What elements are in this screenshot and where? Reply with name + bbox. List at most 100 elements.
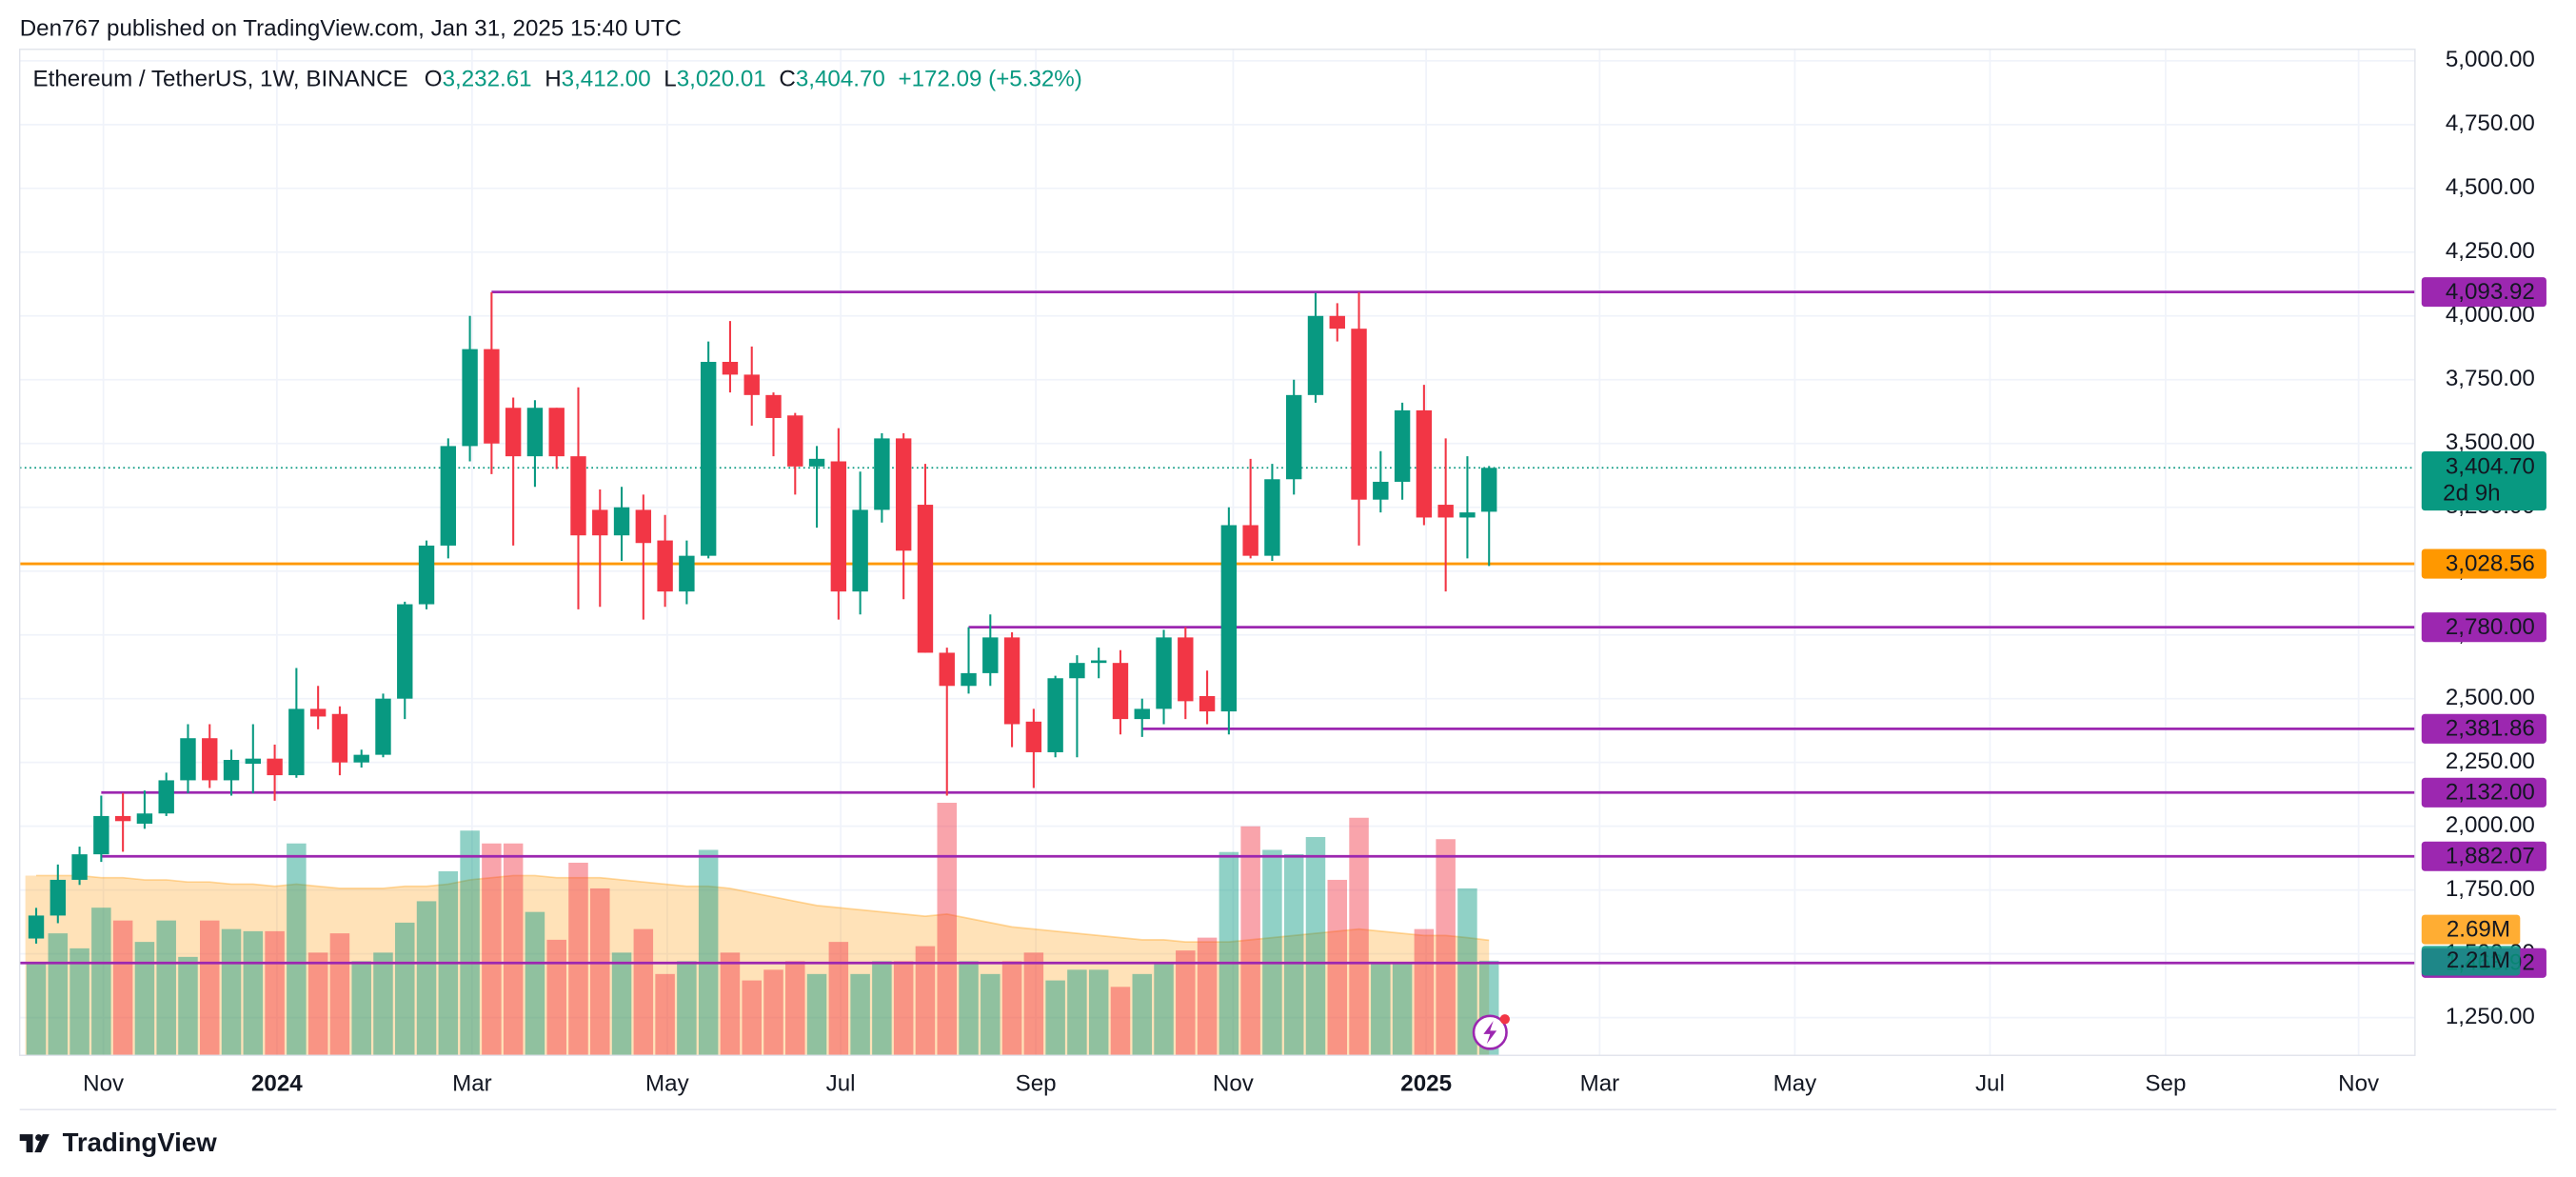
volume-bar — [1197, 937, 1218, 1056]
candle-body — [397, 604, 413, 699]
volume-bar — [937, 803, 957, 1056]
candle-body — [1286, 394, 1302, 480]
legend-change: +172.09 (+5.32%) — [898, 67, 1081, 92]
candle-body — [1134, 708, 1150, 720]
legend: Ethereum / TetherUS, 1W, BINANCE O3,232.… — [33, 67, 1082, 92]
candle-body — [1112, 663, 1129, 720]
volume-bar — [329, 933, 350, 1056]
countdown-label: 2d 9h — [2443, 480, 2500, 506]
candle-body — [939, 652, 955, 687]
volume-bar — [698, 849, 719, 1056]
axes: 1,250.001,500.001,750.002,000.002,250.00… — [83, 47, 2546, 1097]
volume-bar — [677, 961, 697, 1056]
volume-bar — [287, 843, 307, 1056]
candle-body — [679, 555, 695, 592]
level-label-box — [2421, 713, 2546, 744]
candle-body — [1047, 678, 1063, 752]
logo-dot — [35, 1134, 43, 1142]
volume-bar — [915, 946, 936, 1056]
level-label: 2,132.00 — [2446, 780, 2535, 806]
candle-body — [1351, 329, 1367, 500]
volume-bar — [48, 933, 69, 1056]
legend-key: L — [664, 67, 676, 92]
candle-body — [917, 505, 934, 653]
candle-body — [1394, 409, 1411, 482]
volume-label: 2.21M — [2447, 948, 2510, 973]
volume-bar — [1436, 839, 1456, 1056]
volume-bar — [568, 862, 588, 1056]
volume-bar — [156, 920, 176, 1056]
volume-bar — [1457, 888, 1477, 1056]
volume-bar — [1067, 969, 1087, 1056]
legend-key: C — [779, 67, 795, 92]
x-tick-label: Nov — [1213, 1071, 1254, 1097]
candle-body — [874, 438, 890, 510]
volume-bar — [720, 952, 741, 1056]
level-label: 4,093.92 — [2446, 279, 2535, 305]
x-tick-label: Mar — [452, 1071, 492, 1097]
volume-ma-line — [36, 874, 1490, 943]
x-tick-label: Jul — [1975, 1071, 2005, 1097]
x-tick-label: Nov — [2338, 1071, 2379, 1097]
volume-ma-fill — [25, 875, 1490, 1056]
candle-body — [462, 349, 478, 447]
candle-body — [722, 362, 739, 375]
volume-bar — [1219, 851, 1239, 1056]
candles — [28, 291, 1497, 944]
volume-bar — [981, 973, 1001, 1056]
volume-bar — [482, 843, 502, 1056]
candle-body — [526, 408, 544, 457]
alert-dot[interactable] — [1499, 1014, 1510, 1025]
volume-label-box — [2421, 946, 2521, 976]
x-tick-label: Mar — [1580, 1071, 1620, 1097]
volume-ma-label: 2.69M — [2447, 916, 2510, 942]
candle-body — [852, 509, 868, 592]
volume-bar — [395, 922, 415, 1056]
volume-ma-label-box — [2421, 914, 2521, 945]
candle-body — [1090, 660, 1107, 664]
volume-bar — [1023, 952, 1044, 1056]
candle-body — [1373, 481, 1389, 500]
y-tick-label: 4,500.00 — [2446, 174, 2535, 200]
candle-body — [1003, 637, 1020, 725]
alert-icon[interactable] — [1472, 1014, 1510, 1050]
candle-body — [1459, 512, 1476, 518]
level-label-box — [2421, 277, 2546, 308]
volume-bar — [351, 961, 371, 1056]
volume-bar — [265, 930, 285, 1056]
alert-bolt[interactable] — [1483, 1021, 1497, 1045]
volume-bar — [26, 963, 47, 1056]
volume-bar — [307, 952, 328, 1056]
volume-bar — [742, 980, 762, 1056]
current-price-label: 3,404.70 — [2446, 454, 2535, 480]
pane-border — [19, 49, 2416, 1056]
candle-body — [592, 509, 608, 536]
candle-body — [71, 854, 88, 880]
volume-bar — [503, 843, 524, 1056]
candle-body — [267, 758, 283, 776]
candle-body — [1178, 637, 1194, 702]
candle-body — [331, 713, 348, 763]
volume-bar — [828, 942, 849, 1056]
volume-bar — [1392, 963, 1413, 1056]
level-label-box — [2421, 841, 2546, 871]
candle-body — [1069, 663, 1085, 679]
y-tick-label: 3,500.00 — [2446, 429, 2535, 455]
x-tick-label: May — [1773, 1071, 1818, 1097]
candle-body — [570, 456, 586, 536]
candle-body — [202, 738, 218, 781]
y-tick-label: 3,750.00 — [2446, 366, 2535, 391]
volume-bar — [1045, 980, 1065, 1056]
volume-bar — [1283, 853, 1304, 1056]
candle-body — [1156, 637, 1172, 709]
legend-value: 3,020.01 — [677, 67, 766, 92]
y-tick-label: 4,250.00 — [2446, 238, 2535, 264]
volume-bar — [893, 961, 914, 1056]
volume-bar — [806, 973, 827, 1056]
candle-body — [548, 408, 565, 457]
candle-body — [982, 637, 999, 673]
volume-bar — [785, 961, 805, 1056]
current-price-box — [2421, 451, 2546, 511]
candle-body — [1025, 721, 1042, 752]
x-tick-label: 2024 — [251, 1071, 303, 1097]
